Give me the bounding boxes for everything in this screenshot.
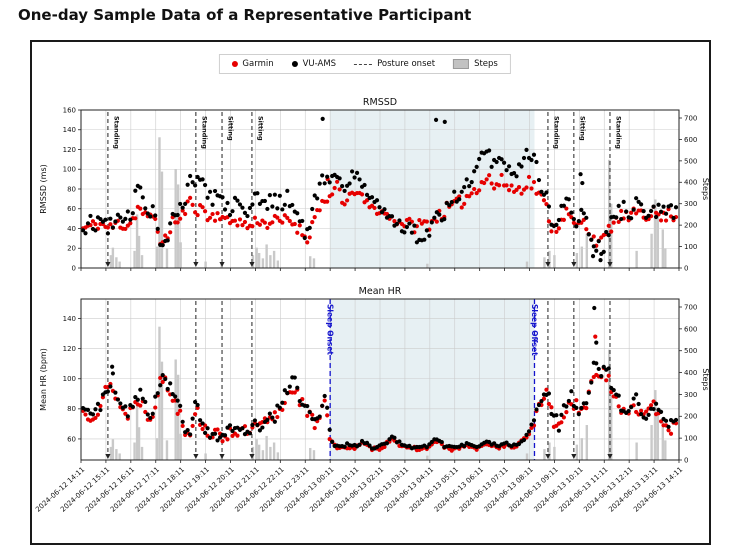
svg-text:0: 0 bbox=[72, 264, 76, 272]
svg-text:500: 500 bbox=[684, 347, 697, 355]
svg-text:300: 300 bbox=[684, 200, 697, 208]
posture-onset-line bbox=[219, 301, 225, 459]
svg-text:Sleep Offset: Sleep Offset bbox=[530, 304, 539, 356]
legend-label: Steps bbox=[474, 59, 498, 69]
posture-onset-line: Standing bbox=[105, 112, 120, 267]
posture-onset-line bbox=[193, 301, 199, 459]
svg-text:Sitting: Sitting bbox=[227, 116, 235, 141]
svg-text:100: 100 bbox=[63, 166, 76, 174]
svg-text:140: 140 bbox=[63, 126, 76, 134]
svg-text:160: 160 bbox=[63, 106, 76, 114]
y-axis-label: RMSSD (ms) bbox=[39, 164, 48, 214]
figure-frame: Garmin VU-AMS Posture onset Steps Standi… bbox=[30, 40, 711, 545]
svg-text:0: 0 bbox=[684, 456, 688, 464]
posture-onset-line bbox=[607, 301, 613, 459]
y-axis-label: Mean HR (bpm) bbox=[39, 348, 48, 411]
posture-onset-line bbox=[545, 301, 551, 459]
svg-text:600: 600 bbox=[684, 325, 697, 333]
garmin-points bbox=[80, 172, 679, 248]
posture-onset-line: Standing bbox=[545, 112, 560, 267]
svg-text:400: 400 bbox=[684, 369, 697, 377]
svg-text:80: 80 bbox=[67, 185, 76, 193]
svg-text:Sitting: Sitting bbox=[256, 116, 264, 141]
figure-title: One-day Sample Data of a Representative … bbox=[18, 6, 472, 24]
sleep-marker-line: Sleep Onset bbox=[326, 299, 335, 460]
vuams-points bbox=[80, 116, 679, 263]
svg-text:300: 300 bbox=[684, 391, 697, 399]
steps-bars bbox=[109, 137, 667, 268]
legend: Garmin VU-AMS Posture onset Steps bbox=[218, 54, 511, 74]
dashed-line-icon bbox=[354, 63, 373, 65]
legend-item-garmin: Garmin bbox=[231, 59, 274, 69]
svg-text:Standing: Standing bbox=[112, 116, 120, 149]
legend-item-vuams: VU-AMS bbox=[291, 59, 337, 69]
svg-text:Sleep Onset: Sleep Onset bbox=[326, 304, 335, 355]
svg-text:80: 80 bbox=[67, 405, 76, 413]
subplot-title: Mean HR bbox=[359, 286, 402, 297]
subplot-title: RMSSD bbox=[363, 97, 397, 108]
posture-onset-line: Standing bbox=[607, 112, 622, 267]
sleep-shading bbox=[330, 299, 535, 460]
svg-text:600: 600 bbox=[684, 136, 697, 144]
svg-text:120: 120 bbox=[63, 146, 76, 154]
posture-onset-line: Standing bbox=[193, 112, 208, 267]
posture-onset-line: Sitting bbox=[249, 112, 264, 267]
svg-text:100: 100 bbox=[684, 435, 697, 443]
svg-text:400: 400 bbox=[684, 179, 697, 187]
posture-onset-line: Sitting bbox=[571, 112, 586, 267]
svg-text:700: 700 bbox=[684, 303, 697, 311]
steps-patch-icon bbox=[453, 59, 470, 69]
chart-canvas: Standing Standing Sitting Sitting Standing Si… bbox=[34, 97, 709, 514]
legend-label: Posture onset bbox=[377, 59, 436, 69]
legend-item-posture-onset: Posture onset bbox=[354, 59, 435, 69]
posture-onset-line bbox=[571, 301, 577, 459]
svg-text:Sitting: Sitting bbox=[578, 116, 586, 141]
posture-onset-line: Sitting bbox=[219, 112, 235, 267]
svg-text:20: 20 bbox=[67, 245, 76, 253]
svg-text:60: 60 bbox=[67, 205, 76, 213]
svg-text:120: 120 bbox=[63, 345, 76, 353]
vuams-points bbox=[80, 305, 679, 451]
svg-text:140: 140 bbox=[63, 315, 76, 323]
svg-text:60: 60 bbox=[67, 435, 76, 443]
garmin-dot-icon bbox=[231, 61, 238, 67]
svg-text:100: 100 bbox=[63, 375, 76, 383]
rmssd-plot: Standing Standing Sitting Sitting Standing Si… bbox=[39, 97, 709, 272]
sleep-marker-line: Sleep Offset bbox=[530, 299, 539, 460]
svg-text:700: 700 bbox=[684, 114, 697, 122]
legend-label: VU-AMS bbox=[302, 59, 337, 69]
svg-text:Standing: Standing bbox=[614, 116, 622, 149]
svg-text:Standing: Standing bbox=[552, 116, 560, 149]
svg-text:2024-06-13 14:11: 2024-06-13 14:11 bbox=[632, 466, 684, 514]
legend-item-steps: Steps bbox=[453, 59, 498, 69]
legend-label: Garmin bbox=[242, 59, 274, 69]
svg-text:100: 100 bbox=[684, 243, 697, 251]
steps-axis-label: Steps bbox=[701, 178, 709, 200]
steps-axis-label: Steps bbox=[701, 368, 709, 390]
svg-text:200: 200 bbox=[684, 413, 697, 421]
svg-text:0: 0 bbox=[684, 264, 688, 272]
svg-text:200: 200 bbox=[684, 222, 697, 230]
svg-text:Standing: Standing bbox=[200, 116, 208, 149]
vuams-dot-icon bbox=[291, 61, 298, 67]
posture-onset-line bbox=[105, 301, 111, 459]
svg-text:500: 500 bbox=[684, 157, 697, 165]
svg-text:40: 40 bbox=[67, 225, 76, 233]
